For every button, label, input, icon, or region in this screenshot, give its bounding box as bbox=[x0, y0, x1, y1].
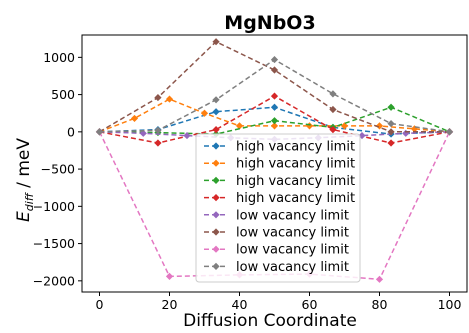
data-point bbox=[212, 38, 220, 46]
axis-ticks: 0 20 40 60 80 100 −2000 −1500 −1000 −500 0 500 1000 bbox=[33, 50, 462, 312]
series-8 bbox=[95, 55, 454, 136]
data-point bbox=[270, 122, 279, 130]
x-tick-label: 0 bbox=[96, 297, 104, 312]
legend-entry: low vacancy limit bbox=[204, 243, 349, 258]
y-axis-label-subscript: diff bbox=[23, 192, 36, 211]
x-tick-label: 60 bbox=[302, 297, 318, 312]
legend-label: low vacancy limit bbox=[236, 226, 349, 241]
data-point bbox=[387, 128, 395, 136]
legend-swatch-marker bbox=[212, 245, 220, 253]
legend-swatch-marker bbox=[212, 228, 220, 236]
data-point bbox=[387, 103, 395, 111]
legend-entry: high vacancy limit bbox=[204, 174, 355, 189]
data-point bbox=[130, 114, 139, 123]
data-point bbox=[329, 105, 337, 114]
y-axis-label-unit: / meV bbox=[14, 138, 34, 194]
y-axis-label: Ediff / meV bbox=[14, 138, 36, 222]
data-point bbox=[340, 122, 349, 130]
legend-label: high vacancy limit bbox=[236, 174, 355, 189]
y-tick-label: −2000 bbox=[33, 273, 75, 288]
y-tick-label: −1500 bbox=[33, 236, 75, 251]
legend-label: low vacancy limit bbox=[236, 243, 349, 258]
legend-label: high vacancy limit bbox=[236, 191, 355, 206]
legend-label: high vacancy limit bbox=[236, 140, 355, 155]
data-point bbox=[270, 117, 279, 125]
data-point bbox=[95, 128, 104, 136]
y-tick-label: 500 bbox=[51, 87, 75, 102]
data-point bbox=[165, 95, 174, 103]
data-point bbox=[402, 129, 410, 137]
chart-title: MgNbO3 bbox=[224, 12, 315, 34]
data-point bbox=[270, 66, 279, 74]
data-point bbox=[235, 122, 244, 130]
legend-entry: low vacancy limit bbox=[204, 208, 349, 223]
data-point bbox=[329, 126, 337, 134]
data-point bbox=[305, 122, 314, 130]
legend-swatch-marker bbox=[212, 159, 220, 167]
y-tick-label: 0 bbox=[67, 124, 75, 139]
data-point bbox=[154, 126, 162, 134]
data-point bbox=[445, 128, 454, 136]
x-tick-label: 40 bbox=[232, 297, 248, 312]
legend-entry: low vacancy limit bbox=[204, 226, 349, 241]
legend-swatch-marker bbox=[212, 176, 220, 184]
data-point bbox=[183, 131, 191, 140]
y-tick-label: 1000 bbox=[43, 50, 75, 65]
legend: high vacancy limit high vacancy limit high… bbox=[195, 133, 361, 283]
legend-label: low vacancy limit bbox=[236, 260, 349, 275]
y-axis-label-symbol: E bbox=[14, 211, 34, 222]
data-point bbox=[270, 103, 279, 111]
legend-swatch-marker bbox=[212, 262, 220, 270]
legend-label: high vacancy limit bbox=[236, 157, 355, 172]
data-point bbox=[200, 109, 209, 117]
legend-swatch-marker bbox=[212, 142, 220, 150]
y-tick-label: −1000 bbox=[33, 199, 75, 214]
data-point bbox=[387, 139, 395, 147]
data-point bbox=[165, 272, 174, 280]
data-point bbox=[154, 139, 162, 147]
x-axis-label: Diffusion Coordinate bbox=[183, 311, 357, 331]
legend-entry: high vacancy limit bbox=[204, 140, 355, 155]
x-tick-label: 100 bbox=[438, 297, 462, 312]
data-point bbox=[154, 93, 162, 102]
data-point bbox=[212, 96, 220, 104]
data-point bbox=[270, 92, 279, 100]
legend-entry: low vacancy limit bbox=[204, 260, 349, 275]
y-tick-label: −500 bbox=[41, 162, 75, 177]
data-point bbox=[375, 122, 384, 130]
x-tick-label: 20 bbox=[162, 297, 178, 312]
legend-label: low vacancy limit bbox=[236, 208, 349, 223]
data-point bbox=[212, 108, 220, 116]
legend-swatch-marker bbox=[212, 194, 220, 202]
legend-entry: high vacancy limit bbox=[204, 191, 355, 206]
legend-entry: high vacancy limit bbox=[204, 157, 355, 172]
x-tick-label: 80 bbox=[372, 297, 388, 312]
data-point bbox=[212, 126, 220, 134]
legend-swatch-marker bbox=[212, 211, 220, 219]
plot-frame bbox=[81, 34, 468, 293]
data-point bbox=[270, 55, 279, 64]
data-point bbox=[375, 275, 384, 283]
data-point bbox=[329, 90, 337, 98]
data-point bbox=[387, 120, 395, 128]
legend-box bbox=[195, 133, 361, 283]
